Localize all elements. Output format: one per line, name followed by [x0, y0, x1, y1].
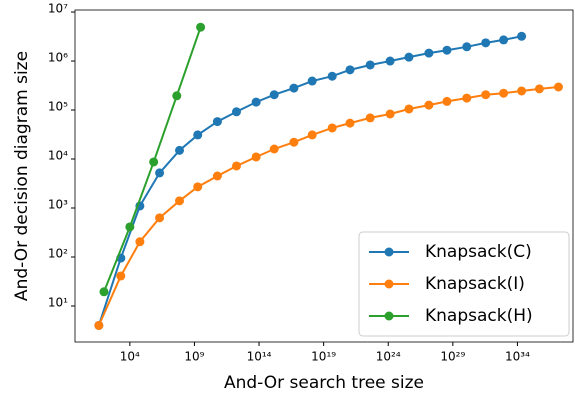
data-point	[517, 86, 527, 96]
data-point	[424, 100, 434, 110]
data-point	[327, 71, 337, 81]
data-point	[345, 65, 355, 75]
data-point	[116, 271, 126, 281]
data-point	[462, 42, 472, 52]
data-point	[481, 38, 491, 48]
y-tick-label: 10⁶	[48, 51, 68, 65]
data-point	[193, 130, 203, 140]
data-point	[99, 287, 109, 297]
data-point	[193, 182, 203, 192]
legend-label: Knapsack(C)	[425, 242, 532, 262]
x-axis-label: And-Or search tree size	[224, 373, 424, 393]
legend-label: Knapsack(I)	[425, 274, 525, 294]
data-point	[231, 107, 241, 117]
data-point	[269, 90, 279, 100]
data-point	[404, 104, 414, 114]
x-tick-label: 10¹⁹	[311, 350, 336, 364]
data-point	[307, 76, 317, 86]
data-point	[345, 118, 355, 128]
y-tick-label: 10⁷	[48, 2, 68, 16]
y-tick-label: 10¹	[48, 295, 68, 309]
data-point	[462, 93, 472, 103]
data-point	[125, 222, 135, 232]
data-point	[481, 90, 491, 100]
data-point	[534, 84, 544, 94]
data-point	[251, 152, 261, 162]
data-point	[175, 196, 185, 206]
data-point	[212, 117, 222, 127]
data-point	[404, 52, 414, 62]
data-point	[196, 22, 206, 32]
data-point	[289, 137, 299, 147]
x-tick-label: 10⁹	[184, 350, 204, 364]
data-point	[155, 213, 165, 223]
data-point	[499, 88, 509, 98]
data-point	[442, 45, 452, 55]
data-point	[424, 48, 434, 58]
data-point	[212, 171, 222, 181]
data-point	[499, 35, 509, 45]
data-point	[231, 161, 241, 171]
x-tick-label: 10⁴	[120, 350, 140, 364]
data-point	[135, 237, 145, 247]
y-tick-label: 10³	[48, 197, 68, 211]
data-point	[365, 60, 375, 70]
legend-marker	[384, 311, 394, 321]
y-tick-label: 10⁴	[48, 149, 68, 163]
data-point	[175, 145, 185, 155]
legend-marker	[384, 247, 394, 257]
x-tick-label: 10²⁴	[376, 350, 401, 364]
x-tick-label: 10²⁹	[440, 350, 465, 364]
data-point	[442, 96, 452, 106]
data-point	[365, 113, 375, 123]
data-point	[251, 97, 261, 107]
data-point	[149, 157, 159, 167]
data-point	[289, 83, 299, 93]
y-axis-label: And-Or decision diagram size	[12, 51, 32, 301]
x-tick-label: 10³⁴	[505, 350, 530, 364]
data-point	[155, 168, 165, 178]
x-tick-label: 10¹⁴	[247, 350, 272, 364]
data-point	[517, 31, 527, 41]
data-point	[553, 82, 563, 92]
data-point	[385, 56, 395, 66]
legend-marker	[384, 279, 394, 289]
data-point	[94, 320, 104, 330]
data-point	[327, 123, 337, 133]
y-tick-label: 10²	[48, 246, 68, 260]
legend-label: Knapsack(H)	[425, 306, 533, 326]
data-point	[307, 130, 317, 140]
y-tick-label: 10⁵	[48, 100, 68, 114]
data-point	[269, 144, 279, 154]
data-point	[172, 91, 182, 101]
legend-box	[358, 231, 570, 337]
data-point	[385, 109, 395, 119]
